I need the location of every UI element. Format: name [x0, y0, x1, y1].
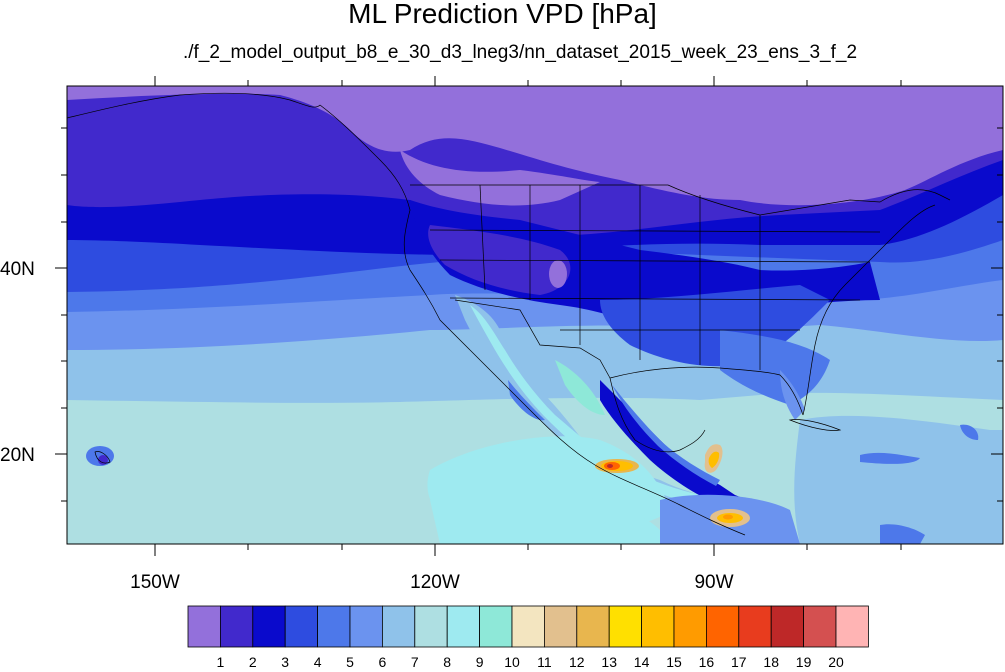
lon-label-90w: 90W — [694, 572, 733, 593]
lat-label-20n: 20N — [0, 445, 35, 466]
colorbar-swatch — [608, 605, 643, 648]
hotspot-cuba — [704, 444, 723, 473]
hotspot-southern-mexico — [595, 459, 639, 473]
colorbar-tick-label: 15 — [666, 654, 682, 670]
colorbar-tick-label: 9 — [476, 654, 484, 670]
colorbar-swatch — [284, 605, 319, 648]
hotspot-honduras — [710, 509, 750, 527]
colorbar-tick-label: 20 — [828, 654, 844, 670]
colorbar-tick-label: 18 — [763, 654, 779, 670]
map-title: ML Prediction VPD [hPa] — [348, 0, 657, 29]
colorbar-swatch — [511, 605, 545, 648]
colorbar-swatch — [738, 605, 772, 648]
colorbar: 1 2 3 4 5 6 7 8 9 10 11 12 13 14 15 16 17 18 19 20 — [187, 605, 869, 670]
colorbar-tick-label: 3 — [281, 654, 289, 670]
colorbar-tick-label: 17 — [731, 654, 747, 670]
colorbar-swatch — [414, 605, 448, 648]
colorbar-swatch — [187, 605, 221, 648]
colorbar-tick-label: 6 — [379, 654, 387, 670]
colorbar-swatch — [576, 605, 610, 648]
colorbar-swatch — [835, 605, 869, 648]
colorbar-swatch — [446, 605, 481, 648]
colorbar-tick-label: 5 — [346, 654, 354, 670]
colorbar-swatch — [317, 605, 351, 648]
colorbar-swatch — [349, 605, 383, 648]
colorbar-swatch — [252, 605, 286, 648]
colorbar-swatch — [544, 605, 578, 648]
colorbar-tick-label: 19 — [796, 654, 812, 670]
colorbar-tick-label: 7 — [411, 654, 419, 670]
axis-ticks — [55, 76, 1003, 556]
colorbar-tick-label: 12 — [569, 654, 585, 670]
colorbar-swatch — [673, 605, 707, 648]
colorbar-swatch — [803, 605, 837, 648]
coastlines-and-borders — [67, 92, 951, 536]
colorbar-tick-label: 14 — [634, 654, 650, 670]
vpd-field — [67, 86, 1003, 544]
colorbar-tick-label: 1 — [217, 654, 225, 670]
colorbar-tick-label: 13 — [601, 654, 617, 670]
colorbar-tick-label: 11 — [537, 654, 552, 670]
lon-label-150w: 150W — [130, 572, 180, 593]
colorbar-tick-label: 16 — [699, 654, 715, 670]
colorbar-swatch — [479, 605, 513, 648]
lat-label-40n: 40N — [0, 259, 35, 280]
colorbar-tick-label: 8 — [443, 654, 451, 670]
colorbar-tick-label: 4 — [314, 654, 322, 670]
minor-ticks — [61, 80, 1003, 550]
colorbar-tick-label: 2 — [249, 654, 257, 670]
colorbar-swatch — [219, 605, 254, 648]
colorbar-swatch — [706, 605, 740, 648]
map-subtitle: ./f_2_model_output_b8_e_30_d3_lneg3/nn_d… — [182, 42, 858, 63]
colorbar-swatch — [641, 605, 675, 648]
colorbar-swatch — [770, 605, 805, 648]
colorbar-tick-label: 10 — [504, 654, 520, 670]
colorbar-swatch — [381, 605, 416, 648]
lon-label-120w: 120W — [410, 572, 460, 593]
